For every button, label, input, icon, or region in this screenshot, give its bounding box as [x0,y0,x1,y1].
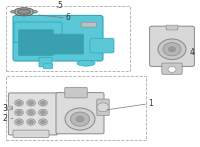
Text: 4: 4 [190,48,194,57]
Circle shape [168,47,176,52]
Text: 5: 5 [58,1,62,10]
Circle shape [27,100,35,106]
Circle shape [29,120,33,124]
FancyBboxPatch shape [18,30,54,56]
FancyBboxPatch shape [81,22,97,27]
Circle shape [41,111,45,114]
FancyBboxPatch shape [13,15,103,61]
Circle shape [39,119,47,125]
Bar [6,6,130,71]
FancyBboxPatch shape [150,26,194,66]
Circle shape [158,39,186,60]
FancyBboxPatch shape [162,63,182,74]
Circle shape [163,43,181,56]
Text: 1: 1 [149,99,153,108]
Circle shape [65,108,95,130]
Circle shape [76,116,84,122]
FancyBboxPatch shape [52,34,84,54]
Circle shape [15,119,23,125]
Text: 2: 2 [3,114,7,123]
Ellipse shape [77,60,95,66]
Circle shape [41,101,45,105]
Circle shape [39,109,47,116]
FancyBboxPatch shape [166,25,178,30]
Circle shape [17,120,21,124]
Circle shape [97,103,109,112]
FancyBboxPatch shape [43,64,53,69]
Circle shape [70,112,90,126]
Circle shape [15,109,23,116]
Circle shape [15,100,23,106]
Ellipse shape [14,8,34,16]
FancyBboxPatch shape [13,130,49,137]
FancyBboxPatch shape [90,38,114,53]
FancyBboxPatch shape [65,87,87,98]
Ellipse shape [10,10,16,13]
FancyBboxPatch shape [14,22,62,43]
Circle shape [29,111,33,114]
Circle shape [17,101,21,105]
FancyBboxPatch shape [8,93,58,135]
Circle shape [27,109,35,116]
Circle shape [17,111,21,114]
Circle shape [27,119,35,125]
Circle shape [39,100,47,106]
Ellipse shape [18,9,30,14]
Ellipse shape [32,10,38,13]
Circle shape [168,66,176,72]
Text: 6: 6 [66,13,70,22]
FancyBboxPatch shape [6,106,13,110]
Circle shape [29,101,33,105]
Bar [6,76,146,140]
Text: 3: 3 [3,103,7,113]
Circle shape [41,120,45,124]
FancyBboxPatch shape [56,93,104,134]
FancyBboxPatch shape [39,57,52,67]
FancyBboxPatch shape [97,99,109,116]
